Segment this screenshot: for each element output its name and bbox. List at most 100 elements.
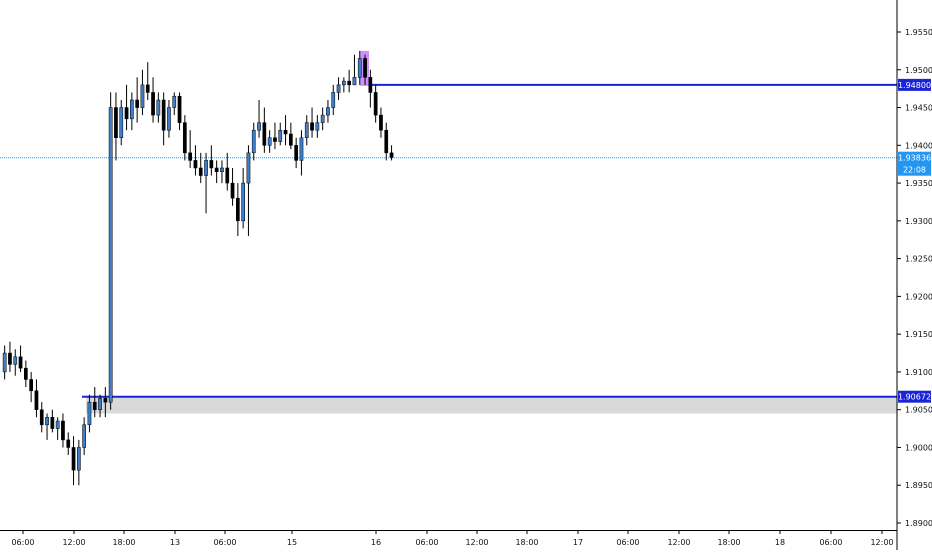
- candle[interactable]: [246, 145, 251, 236]
- candle[interactable]: [336, 77, 341, 100]
- candle-body: [241, 182, 246, 222]
- candle[interactable]: [98, 394, 102, 418]
- candle[interactable]: [66, 432, 71, 456]
- candle-body: [342, 80, 346, 86]
- candle[interactable]: [18, 345, 23, 372]
- time-axis[interactable]: 06:00 12:00 18:00 13 06:00 15 16 06:00 12:00 18:0…: [11, 530, 894, 547]
- candle[interactable]: [214, 160, 219, 184]
- candle[interactable]: [71, 436, 76, 486]
- candle[interactable]: [161, 92, 166, 146]
- candle[interactable]: [294, 137, 298, 168]
- candle[interactable]: [8, 341, 12, 372]
- candle[interactable]: [326, 99, 330, 123]
- candle-body: [45, 416, 49, 426]
- candle[interactable]: [50, 409, 55, 433]
- candle-body: [71, 447, 76, 471]
- candle-body: [172, 95, 177, 108]
- candle[interactable]: [130, 92, 134, 131]
- candle[interactable]: [193, 145, 198, 176]
- candle[interactable]: [124, 84, 129, 131]
- candle-body: [357, 58, 362, 78]
- candle[interactable]: [384, 122, 389, 161]
- current-price-label: 1.93836: [898, 154, 931, 163]
- candle[interactable]: [55, 417, 60, 440]
- candle[interactable]: [61, 413, 65, 448]
- candle[interactable]: [267, 130, 272, 153]
- candle[interactable]: [331, 84, 336, 116]
- y-tick-label: 1.93500: [905, 179, 932, 188]
- candle[interactable]: [278, 122, 283, 146]
- candle[interactable]: [77, 439, 81, 486]
- candle[interactable]: [225, 152, 230, 191]
- candle[interactable]: [204, 152, 208, 214]
- candle[interactable]: [289, 122, 293, 150]
- candle[interactable]: [251, 122, 256, 161]
- candle[interactable]: [363, 54, 367, 85]
- candle-body: [246, 152, 251, 184]
- candle[interactable]: [29, 371, 33, 403]
- candle[interactable]: [198, 152, 203, 184]
- candle[interactable]: [352, 54, 357, 86]
- candle[interactable]: [82, 417, 87, 456]
- y-tick-label: 1.95500: [905, 28, 932, 37]
- candle-body: [55, 420, 60, 429]
- candle-body: [389, 152, 394, 158]
- candle[interactable]: [236, 183, 240, 236]
- candle[interactable]: [230, 167, 235, 206]
- candle[interactable]: [310, 107, 314, 138]
- candle[interactable]: [114, 92, 118, 161]
- x-tick-label: 18:00: [515, 538, 538, 547]
- candle[interactable]: [183, 115, 187, 161]
- price-axis[interactable]: 1.95500 1.95000 1.94500 1.94000 1.93500 1.930…: [897, 28, 932, 528]
- candle[interactable]: [156, 92, 161, 123]
- candle[interactable]: [373, 84, 378, 123]
- candle[interactable]: [45, 413, 49, 440]
- candle[interactable]: [92, 387, 97, 418]
- candle[interactable]: [34, 379, 39, 418]
- candle[interactable]: [368, 69, 373, 108]
- candle[interactable]: [151, 77, 155, 123]
- candle-body: [92, 401, 97, 410]
- candle[interactable]: [347, 69, 351, 93]
- current-price-tag: [898, 151, 931, 176]
- candle[interactable]: [342, 77, 346, 93]
- candle[interactable]: [257, 99, 261, 138]
- candle[interactable]: [140, 69, 145, 116]
- candle-body: [379, 114, 383, 131]
- candle[interactable]: [304, 115, 309, 146]
- candle[interactable]: [320, 107, 325, 131]
- candle[interactable]: [2, 345, 7, 380]
- candle[interactable]: [188, 130, 193, 168]
- candle[interactable]: [167, 99, 171, 138]
- candle[interactable]: [39, 402, 44, 433]
- candle-body: [230, 182, 235, 199]
- support-zone[interactable]: [86, 396, 897, 414]
- candle[interactable]: [357, 50, 362, 85]
- candle[interactable]: [299, 130, 304, 176]
- candle[interactable]: [108, 92, 113, 410]
- candle[interactable]: [315, 115, 320, 138]
- candle[interactable]: [241, 167, 246, 229]
- candle[interactable]: [177, 92, 182, 131]
- candle[interactable]: [283, 115, 288, 146]
- candle[interactable]: [220, 160, 224, 184]
- candle[interactable]: [24, 360, 28, 388]
- candle-body: [310, 122, 314, 131]
- candle-body: [114, 107, 118, 139]
- candle[interactable]: [389, 145, 394, 161]
- candle-body: [177, 95, 182, 123]
- candle[interactable]: [379, 107, 383, 138]
- candle[interactable]: [262, 107, 267, 153]
- candle[interactable]: [103, 387, 108, 418]
- candle[interactable]: [145, 62, 150, 100]
- candle[interactable]: [119, 99, 124, 146]
- candle[interactable]: [273, 122, 277, 150]
- candle[interactable]: [135, 77, 140, 123]
- candle[interactable]: [172, 92, 177, 116]
- candle[interactable]: [209, 145, 214, 176]
- countdown-timer-label: 22:08: [903, 166, 926, 175]
- candle[interactable]: [13, 349, 18, 376]
- candle[interactable]: [87, 394, 92, 433]
